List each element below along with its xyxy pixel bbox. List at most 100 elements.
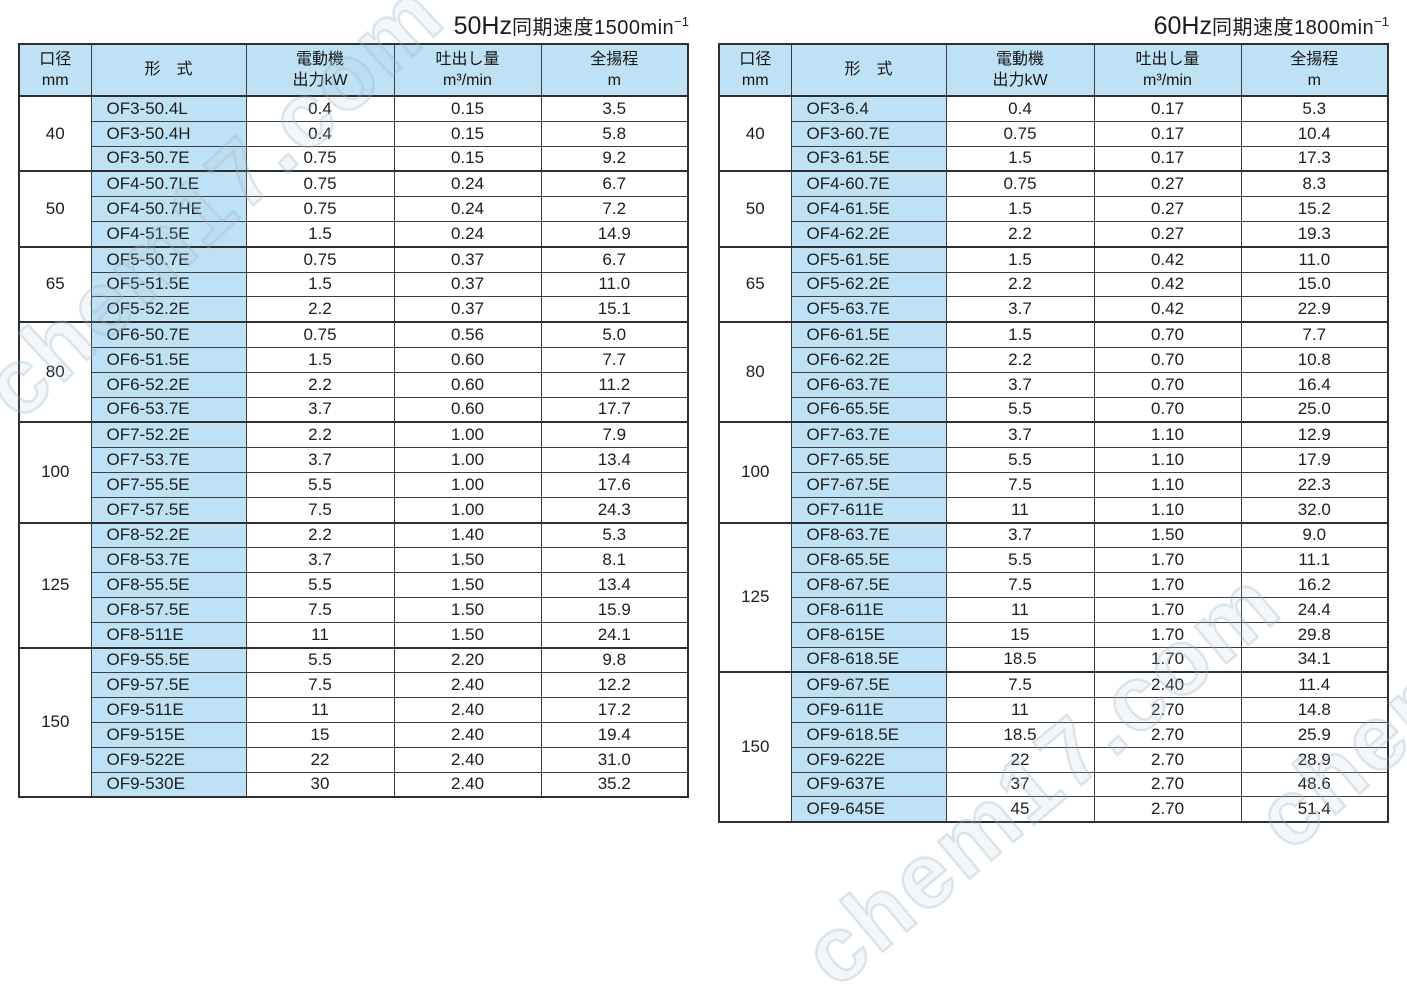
- model-cell: OF4-61.5E: [790, 196, 947, 222]
- table-row: OF8-618.5E 18.5 1.70 34.1: [719, 646, 1389, 673]
- total-head-cell: 32.0: [1240, 496, 1389, 524]
- model-cell: OF6-61.5E: [790, 321, 947, 348]
- table-row: OF6-62.2E 2.2 0.70 10.8: [719, 346, 1389, 373]
- model-cell: OF8-67.5E: [790, 572, 947, 598]
- discharge-cell: 2.70: [1093, 697, 1242, 723]
- bore-group-50: 50 OF4-50.7LE 0.75 0.24 6.7 OF4-50.7HE 0.75 0.2…: [18, 170, 689, 248]
- model-cell: OF5-61.5E: [790, 246, 947, 273]
- total-head-cell: 48.6: [1240, 771, 1389, 798]
- model-cell: OF8-55.5E: [90, 572, 247, 598]
- table-row: OF8-611E 11 1.70 24.4: [719, 596, 1389, 623]
- table-row: OF9-515E 15 2.40 19.4: [19, 721, 689, 748]
- header-bore: 口径 mm: [18, 43, 92, 97]
- bore-group-125: 125 OF8-63.7E 3.7 1.50 9.0 OF8-65.5E 5.5 1.70 11…: [718, 522, 1389, 673]
- table-row: 125 OF8-52.2E 2.2 1.40 5.3: [18, 522, 689, 649]
- table-row: OF6-51.5E 1.5 0.60 7.7: [19, 346, 689, 373]
- total-head-cell: 14.9: [540, 220, 689, 248]
- motor-output-cell: 2.2: [945, 271, 1095, 298]
- motor-output-cell: 7.5: [945, 671, 1095, 699]
- total-head-cell: 14.8: [1240, 697, 1389, 723]
- total-head-cell: 19.4: [540, 721, 689, 748]
- total-head-cell: 5.0: [540, 321, 689, 348]
- bore-group-65: 65 OF5-50.7E 0.75 0.37 6.7 OF5-51.5E 1.5 0.37 11…: [18, 246, 689, 323]
- table-row: OF7-67.5E 7.5 1.10 22.3: [719, 471, 1389, 498]
- table-row: 65 OF5-61.5E 1.5 0.42 11.0: [718, 246, 1389, 323]
- model-cell: OF3-50.4L: [90, 95, 247, 122]
- total-head-cell: 7.2: [540, 196, 689, 222]
- bore-diameter-cell: 150: [18, 647, 92, 798]
- bore-diameter-cell: 150: [718, 671, 792, 823]
- total-head-cell: 9.0: [1240, 522, 1389, 549]
- motor-output-cell: 3.7: [245, 396, 395, 423]
- table-row: 50 OF4-60.7E 0.75 0.27 8.3: [718, 170, 1389, 248]
- discharge-cell: 1.10: [1093, 471, 1242, 498]
- discharge-cell: 1.10: [1093, 496, 1242, 524]
- motor-output-cell: 11: [245, 621, 395, 649]
- table-row: OF9-57.5E 7.5 2.40 12.2: [19, 672, 689, 699]
- total-head-cell: 22.9: [1240, 296, 1389, 323]
- motor-output-cell: 3.7: [245, 547, 395, 574]
- total-head-cell: 10.4: [1240, 120, 1389, 147]
- motor-output-cell: 18.5: [945, 646, 1095, 673]
- total-head-cell: 7.7: [540, 346, 689, 373]
- discharge-cell: 0.17: [1093, 95, 1242, 122]
- total-head-cell: 6.7: [540, 170, 689, 198]
- table-row: OF8-65.5E 5.5 1.70 11.1: [719, 547, 1389, 574]
- motor-output-cell: 0.75: [245, 321, 395, 348]
- model-cell: OF8-611E: [790, 596, 947, 623]
- discharge-cell: 0.37: [393, 271, 542, 298]
- table-row: OF6-63.7E 3.7 0.70 16.4: [719, 371, 1389, 398]
- discharge-cell: 2.40: [393, 746, 542, 773]
- discharge-cell: 1.70: [1093, 547, 1242, 574]
- motor-output-cell: 0.75: [245, 196, 395, 222]
- discharge-cell: 0.60: [393, 346, 542, 373]
- total-head-cell: 16.2: [1240, 572, 1389, 598]
- model-cell: OF6-51.5E: [90, 346, 247, 373]
- table-row: OF7-611E 11 1.10 32.0: [719, 496, 1389, 524]
- motor-output-cell: 5.5: [945, 447, 1095, 473]
- motor-output-cell: 1.5: [245, 271, 395, 298]
- model-cell: OF4-60.7E: [790, 170, 947, 198]
- table-row: 150 OF9-67.5E 7.5 2.40 11.4: [718, 671, 1389, 823]
- header-model: 形 式: [790, 43, 947, 97]
- motor-output-cell: 11: [945, 697, 1095, 723]
- header-discharge: 吐出し量 m³/min: [1093, 43, 1242, 97]
- discharge-cell: 1.00: [393, 421, 542, 449]
- bore-diameter-cell: 80: [718, 321, 792, 423]
- table-row: 65 OF5-50.7E 0.75 0.37 6.7: [18, 246, 689, 323]
- motor-output-cell: 2.2: [945, 220, 1095, 248]
- motor-output-cell: 18.5: [945, 721, 1095, 748]
- table-row: OF4-50.7HE 0.75 0.24 7.2: [19, 196, 689, 222]
- motor-output-cell: 3.7: [245, 447, 395, 473]
- table-row: OF8-67.5E 7.5 1.70 16.2: [719, 572, 1389, 598]
- table-row: OF7-57.5E 7.5 1.00 24.3: [19, 496, 689, 524]
- model-cell: OF9-522E: [90, 746, 247, 773]
- total-head-cell: 17.2: [540, 697, 689, 723]
- table-row: OF9-511E 11 2.40 17.2: [19, 697, 689, 723]
- header-power: 電動機 出力kW: [245, 43, 395, 97]
- table-row: 40 OF3-50.4L 0.4 0.15 3.5: [18, 95, 689, 172]
- discharge-cell: 2.40: [1093, 671, 1242, 699]
- motor-output-cell: 2.2: [245, 296, 395, 323]
- table-title-50hz: 50Hz同期速度1500min−1: [18, 6, 689, 40]
- model-cell: OF3-6.4: [790, 95, 947, 122]
- bore-diameter-cell: 65: [18, 246, 92, 323]
- model-cell: OF7-52.2E: [90, 421, 247, 449]
- total-head-cell: 15.2: [1240, 196, 1389, 222]
- discharge-cell: 1.50: [393, 547, 542, 574]
- model-cell: OF8-511E: [90, 621, 247, 649]
- total-head-cell: 6.7: [540, 246, 689, 273]
- bore-group-150: 150 OF9-67.5E 7.5 2.40 11.4 OF9-611E 11 2.70 14.…: [718, 671, 1389, 823]
- discharge-cell: 1.70: [1093, 646, 1242, 673]
- total-head-cell: 5.3: [1240, 95, 1389, 122]
- model-cell: OF8-63.7E: [790, 522, 947, 549]
- discharge-cell: 0.24: [393, 196, 542, 222]
- total-head-cell: 16.4: [1240, 371, 1389, 398]
- total-head-cell: 5.8: [540, 120, 689, 147]
- model-cell: OF7-611E: [790, 496, 947, 524]
- motor-output-cell: 0.75: [245, 246, 395, 273]
- total-head-cell: 29.8: [1240, 621, 1389, 648]
- motor-output-cell: 1.5: [945, 246, 1095, 273]
- model-cell: OF3-50.7E: [90, 145, 247, 172]
- discharge-cell: 0.17: [1093, 145, 1242, 172]
